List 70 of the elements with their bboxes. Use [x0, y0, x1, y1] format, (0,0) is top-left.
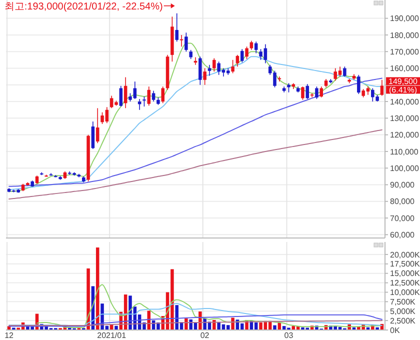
- y-tick-label: 160,000: [390, 64, 420, 74]
- y-tick-label: 15,000K: [390, 269, 420, 278]
- candlestick: [203, 68, 206, 86]
- candlestick: [152, 90, 156, 102]
- bar: [114, 326, 118, 330]
- x-tick-label: 02: [200, 331, 210, 340]
- candlestick: [310, 92, 314, 98]
- line-series: [8, 303, 382, 326]
- candlestick: [357, 74, 360, 94]
- y-tick-label: 100,000: [390, 164, 420, 173]
- y-tick-label: 70,000: [390, 214, 416, 223]
- candlestick: [287, 82, 290, 93]
- line-series: [36, 284, 382, 328]
- y-tick-label: 140,000: [390, 97, 420, 106]
- y-tick-label: 80,000: [390, 197, 416, 206]
- y-tick-label: 110,000: [390, 147, 419, 156]
- bar: [86, 268, 90, 330]
- candlestick: [245, 46, 248, 60]
- bar: [273, 325, 276, 330]
- text: (6.41%): [388, 86, 418, 95]
- candlestick: [250, 40, 254, 50]
- y-tick-label: 10,000K: [390, 288, 420, 298]
- y-tick-label: 130,000: [390, 114, 420, 123]
- candlestick: [315, 86, 318, 100]
- candlestick: [301, 86, 304, 100]
- candlestick: [161, 86, 164, 104]
- bar: [184, 318, 188, 330]
- candlestick: [96, 108, 100, 144]
- candlestick: [142, 96, 146, 107]
- y-tick-label: 7,500K: [390, 297, 416, 306]
- candlestick: [278, 76, 282, 82]
- x-tick-label: 2021/01: [97, 331, 127, 340]
- y-tick-label: 17,500K: [390, 260, 420, 269]
- candlestick: [180, 34, 184, 47]
- candlestick: [198, 56, 202, 86]
- y-tick-label: 90,000: [390, 180, 416, 190]
- y-tick-label: 60,000: [390, 230, 416, 240]
- bar: [212, 320, 216, 330]
- annotation: 최고:193,000(2021/01/22, -22.54%): [4, 1, 163, 12]
- candlestick: [208, 64, 212, 76]
- candlestick: [119, 85, 123, 107]
- y-tick-label: 120,000: [390, 130, 420, 140]
- y-tick-label: 190,000: [390, 14, 420, 24]
- candlestick: [231, 60, 234, 74]
- y-tick-label: 0K: [390, 326, 400, 335]
- text: 149,500: [388, 77, 418, 86]
- y-tick-label: 12,500K: [390, 278, 420, 288]
- candlestick: [380, 79, 384, 96]
- y-tick-label: 180,000: [390, 30, 420, 40]
- candlestick: [320, 86, 323, 98]
- line-series: [8, 129, 382, 200]
- y-tick-label: 5,000K: [390, 306, 416, 316]
- x-tick-label: 12: [4, 331, 14, 340]
- y-tick-label: 20,000K: [390, 250, 420, 260]
- candlestick: [254, 41, 258, 54]
- x-tick-label: 03: [284, 331, 294, 340]
- bar: [231, 318, 234, 330]
- candlestick: [212, 58, 216, 72]
- candlestick: [124, 76, 128, 109]
- line-series: [8, 78, 382, 187]
- line-series: [8, 314, 382, 327]
- candlestick: [175, 12, 178, 42]
- candlestick: [147, 86, 151, 106]
- candlestick: [91, 121, 95, 150]
- candlestick: [189, 50, 192, 60]
- candlestick: [184, 32, 188, 52]
- candlestick: [343, 66, 346, 77]
- y-tick-label: 170,000: [390, 47, 420, 56]
- y-tick-label: 2,500K: [390, 316, 416, 326]
- candlestick: [240, 48, 244, 63]
